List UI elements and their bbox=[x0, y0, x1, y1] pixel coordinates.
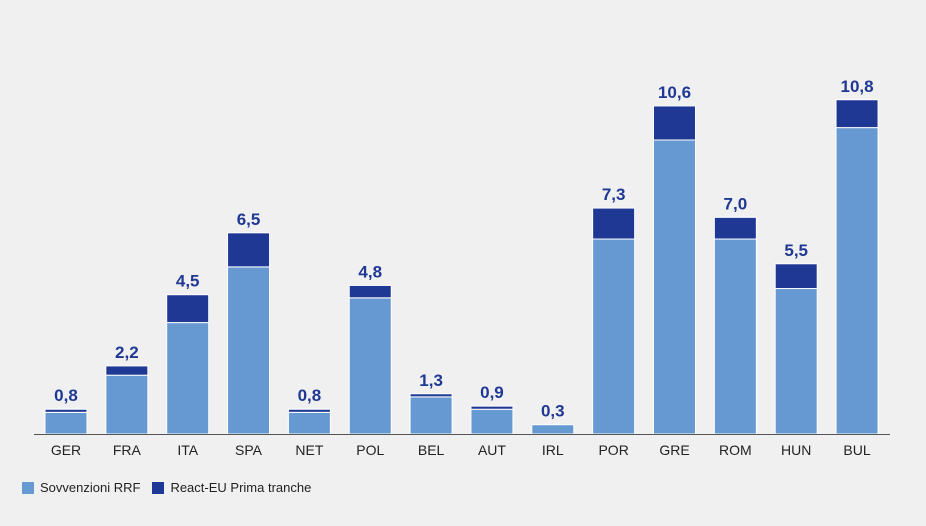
data-label-bel: 1,3 bbox=[419, 371, 443, 390]
bar-rrf-gre bbox=[653, 139, 696, 435]
legend-item-rrf: Sovvenzioni RRF bbox=[22, 480, 140, 495]
data-label-fra: 2,2 bbox=[115, 343, 139, 362]
bar-react-eu-bul bbox=[835, 99, 879, 129]
data-label-gre: 10,6 bbox=[658, 83, 691, 102]
bar-rrf-ger bbox=[44, 411, 88, 435]
bar-react-eu-ita bbox=[166, 294, 210, 324]
bar-react-eu-por bbox=[592, 207, 636, 240]
bar-rrf-ita bbox=[166, 322, 210, 435]
data-label-hun: 5,5 bbox=[784, 241, 808, 260]
data-label-bul: 10,8 bbox=[841, 77, 874, 96]
x-tick-label-pol: POL bbox=[356, 442, 384, 458]
x-tick-label-gre: GRE bbox=[659, 442, 689, 458]
bar-rrf-pol bbox=[348, 297, 392, 435]
bar-rrf-bel bbox=[409, 396, 453, 435]
data-label-irl: 0,3 bbox=[541, 402, 565, 421]
bar-react-eu-rom bbox=[713, 216, 757, 240]
bar-react-eu-spa bbox=[227, 232, 271, 268]
bar-react-eu-pol bbox=[348, 284, 392, 299]
bar-react-eu-ger bbox=[44, 408, 88, 413]
data-label-net: 0,8 bbox=[298, 386, 322, 405]
bar-react-eu-fra bbox=[105, 365, 149, 376]
x-tick-label-spa: SPA bbox=[235, 442, 263, 458]
x-tick-label-por: POR bbox=[598, 442, 628, 458]
x-tick-label-rom: ROM bbox=[719, 442, 752, 458]
legend-swatch-rrf bbox=[22, 481, 34, 494]
legend-label-rrf: Sovvenzioni RRF bbox=[40, 480, 141, 495]
bar-rrf-spa bbox=[227, 266, 271, 435]
bar-react-eu-gre bbox=[653, 105, 696, 141]
legend-swatch-react-eu bbox=[152, 481, 165, 494]
data-label-spa: 6,5 bbox=[237, 210, 261, 229]
bar-react-eu-bel bbox=[409, 393, 453, 398]
x-tick-label-net: NET bbox=[295, 442, 323, 458]
x-tick-label-fra: FRA bbox=[113, 442, 142, 458]
data-label-rom: 7,0 bbox=[724, 194, 748, 213]
bar-react-eu-hun bbox=[774, 263, 818, 290]
data-label-ger: 0,8 bbox=[54, 386, 78, 405]
bar-rrf-fra bbox=[105, 374, 149, 435]
bar-rrf-irl bbox=[531, 424, 575, 435]
bar-react-eu-aut bbox=[470, 405, 514, 410]
bar-rrf-aut bbox=[470, 408, 514, 435]
data-label-aut: 0,9 bbox=[480, 383, 504, 402]
x-tick-label-ita: ITA bbox=[177, 442, 198, 458]
bar-rrf-hun bbox=[774, 288, 818, 435]
x-tick-label-irl: IRL bbox=[542, 442, 564, 458]
bar-react-eu-net bbox=[287, 408, 331, 413]
data-label-ita: 4,5 bbox=[176, 272, 200, 291]
legend-label-react-eu: React-EU Prima tranche bbox=[170, 480, 312, 495]
x-tick-label-bel: BEL bbox=[418, 442, 445, 458]
bar-rrf-bul bbox=[835, 127, 879, 435]
x-tick-label-bul: BUL bbox=[843, 442, 870, 458]
legend-item-react-eu: React-EU Prima tranche bbox=[152, 480, 311, 495]
legend: Sovvenzioni RRF React-EU Prima tranche bbox=[22, 480, 323, 495]
bar-rrf-net bbox=[287, 411, 331, 435]
bar-rrf-por bbox=[592, 238, 636, 435]
bar-rrf-rom bbox=[713, 238, 757, 435]
x-tick-label-hun: HUN bbox=[781, 442, 811, 458]
x-tick-label-aut: AUT bbox=[478, 442, 506, 458]
data-label-pol: 4,8 bbox=[358, 262, 382, 281]
x-tick-label-ger: GER bbox=[51, 442, 81, 458]
data-label-por: 7,3 bbox=[602, 185, 626, 204]
